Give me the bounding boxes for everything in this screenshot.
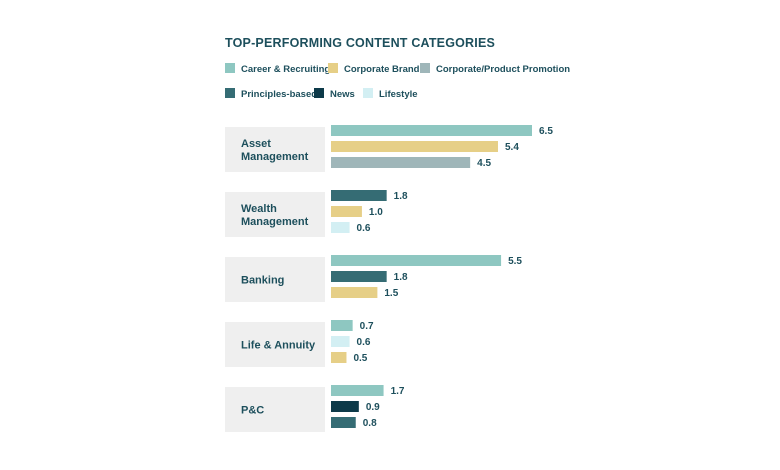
legend-swatch-career-recruiting [225,63,235,73]
group-banking: Banking 5.5 1.8 1.5 [225,255,522,302]
group-life-annuity: Life & Annuity 0.7 0.6 0.5 [225,320,374,367]
legend: Career & Recruiting Corporate Brand Corpor… [225,63,570,100]
category-label-asset-management-line-2: Management [241,151,309,163]
bar-asset-management-corporate-brand [331,141,498,152]
category-label-wealth-management-line-1: Wealth [241,203,277,215]
chart-title: TOP-PERFORMING CONTENT CATEGORIES [225,36,495,50]
bar-banking-corporate-brand [331,287,378,298]
value-label-banking-corporate-brand: 1.5 [384,288,398,299]
value-label-p-c-career-recruiting: 1.7 [391,386,405,397]
legend-label-corporate-product-promotion: Corporate/Product Promotion [436,64,570,75]
bar-wealth-management-corporate-brand [331,206,362,217]
legend-label-principles-based: Principles-based [241,89,317,100]
legend-swatch-principles-based [225,88,235,98]
value-label-asset-management-corporate-product-promotion: 4.5 [477,158,491,169]
bar-p-c-career-recruiting [331,385,384,396]
category-box-asset-management [225,127,325,172]
category-label-wealth-management-line-2: Management [241,216,309,228]
legend-swatch-news [314,88,324,98]
value-label-wealth-management-principles-based: 1.8 [394,191,408,202]
category-box-life-annuity [225,322,325,367]
value-label-wealth-management-corporate-brand: 1.0 [369,207,383,218]
value-label-banking-career-recruiting: 5.5 [508,256,522,267]
value-label-p-c-principles-based: 0.8 [363,418,377,429]
value-label-life-annuity-corporate-brand: 0.5 [353,353,367,364]
bar-wealth-management-principles-based [331,190,387,201]
bar-life-annuity-career-recruiting [331,320,353,331]
legend-label-lifestyle: Lifestyle [379,89,418,100]
bar-asset-management-corporate-product-promotion [331,157,471,168]
category-box-p-c [225,387,325,432]
bar-p-c-news [331,401,359,412]
bar-banking-career-recruiting [331,255,502,266]
category-label-banking: Banking [241,275,284,287]
value-label-wealth-management-lifestyle: 0.6 [357,223,371,234]
bar-p-c-principles-based [331,417,356,428]
value-label-banking-principles-based: 1.8 [394,272,408,283]
legend-swatch-corporate-product-promotion [420,63,430,73]
legend-swatch-corporate-brand [328,63,338,73]
value-label-life-annuity-lifestyle: 0.6 [357,337,371,348]
group-p-c: P&C 1.7 0.9 0.8 [225,385,405,432]
category-label-asset-management-line-1: Asset [241,138,271,150]
category-label-p-c: P&C [241,405,264,417]
legend-label-news: News [330,89,355,100]
value-label-p-c-news: 0.9 [366,402,380,413]
category-box-wealth-management [225,192,325,237]
bar-life-annuity-corporate-brand [331,352,347,363]
bar-asset-management-career-recruiting [331,125,532,136]
value-label-asset-management-corporate-brand: 5.4 [505,142,519,153]
bar-wealth-management-lifestyle [331,222,350,233]
category-box-banking [225,257,325,302]
bar-banking-principles-based [331,271,387,282]
legend-label-career-recruiting: Career & Recruiting [241,64,330,75]
bar-groups: AssetManagement6.55.44.5WealthManagement… [225,125,553,432]
category-label-life-annuity: Life & Annuity [241,340,316,352]
value-label-life-annuity-career-recruiting: 0.7 [360,321,374,332]
value-label-asset-management-career-recruiting: 6.5 [539,126,553,137]
legend-swatch-lifestyle [363,88,373,98]
bar-life-annuity-lifestyle [331,336,350,347]
legend-label-corporate-brand: Corporate Brand [344,64,420,75]
